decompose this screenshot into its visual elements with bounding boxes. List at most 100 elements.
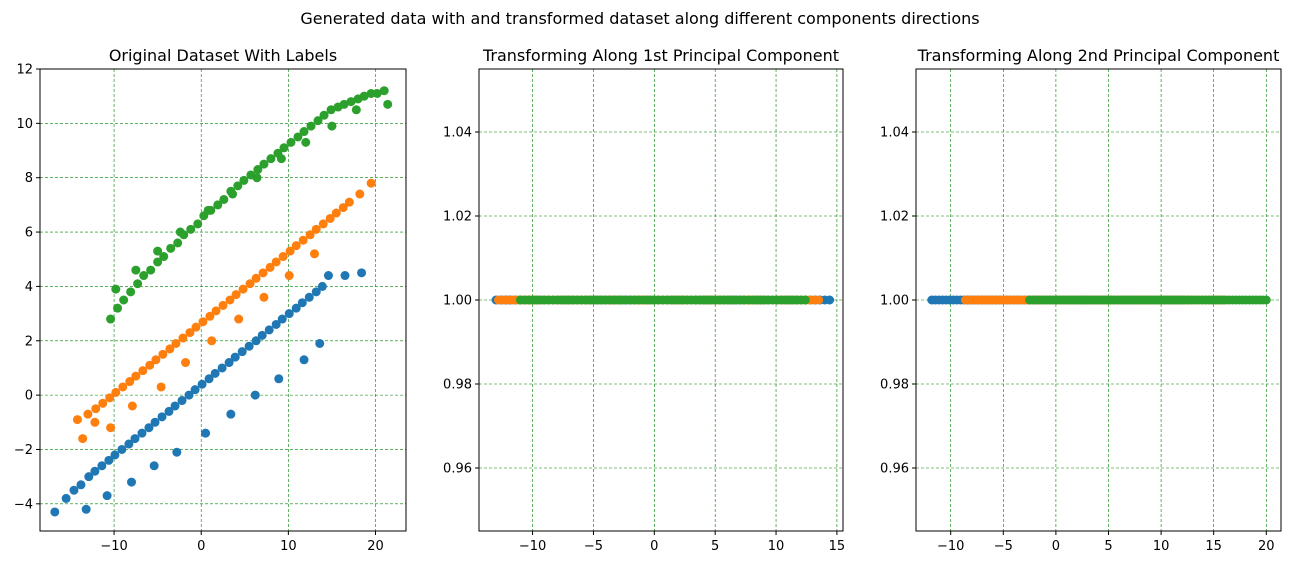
data-point-series-2 bbox=[1261, 295, 1271, 305]
data-point-series-0 bbox=[250, 390, 260, 400]
data-point-series-0 bbox=[323, 271, 333, 281]
data-point-series-2 bbox=[153, 257, 163, 267]
data-point-series-2 bbox=[276, 154, 286, 164]
data-point-series-1 bbox=[238, 284, 248, 294]
data-point-series-0 bbox=[177, 396, 187, 406]
data-point-series-1 bbox=[165, 344, 175, 354]
data-point-series-0 bbox=[357, 268, 367, 278]
data-point-series-1 bbox=[83, 409, 93, 419]
y-tick-label: −4 bbox=[14, 497, 33, 512]
data-point-series-1 bbox=[284, 271, 294, 281]
data-point-series-1 bbox=[285, 246, 295, 256]
data-point-series-0 bbox=[149, 461, 159, 471]
data-point-series-2 bbox=[213, 200, 223, 210]
data-point-series-1 bbox=[178, 333, 188, 343]
data-point-series-2 bbox=[113, 303, 123, 313]
y-tick-label: 0 bbox=[25, 389, 33, 404]
data-point-series-1 bbox=[258, 268, 268, 278]
data-point-series-0 bbox=[230, 352, 240, 362]
data-point-series-2 bbox=[346, 97, 356, 107]
x-tick-label: 15 bbox=[1205, 539, 1222, 554]
data-point-series-2 bbox=[383, 99, 393, 109]
data-point-series-0 bbox=[291, 303, 301, 313]
data-point-series-2 bbox=[193, 219, 203, 229]
data-point-series-0 bbox=[210, 368, 220, 378]
data-point-series-0 bbox=[84, 472, 94, 482]
data-point-series-2 bbox=[327, 121, 337, 131]
data-point-series-1 bbox=[318, 219, 328, 229]
data-point-series-0 bbox=[124, 439, 134, 449]
y-tick-label: 1.04 bbox=[443, 126, 472, 141]
y-tick-label: 8 bbox=[25, 171, 33, 186]
data-point-series-2 bbox=[372, 88, 382, 98]
y-tick-label: 2 bbox=[25, 334, 33, 349]
data-point-series-1 bbox=[78, 434, 88, 444]
x-tick-label: 20 bbox=[1258, 539, 1275, 554]
data-point-series-0 bbox=[257, 330, 267, 340]
panel-original-dataset: −10 0 10 20 −4 −2 0 2 4 6 8 10 12 Original Dataset Wi… bbox=[14, 46, 407, 554]
panel-first-principal-component: −10 −5 0 5 10 15 0.96 0.98 1.00 1.02 1.04 Transform… bbox=[443, 46, 845, 554]
data-point-series-2 bbox=[306, 121, 316, 131]
y-tick-label: 0.98 bbox=[880, 378, 909, 393]
x-tick-label: 0 bbox=[1052, 539, 1060, 554]
data-point-series-2 bbox=[126, 287, 136, 297]
data-point-series-1 bbox=[185, 328, 195, 338]
data-point-series-0 bbox=[130, 434, 140, 444]
y-tick-label: 4 bbox=[25, 280, 33, 295]
x-tick-label: −10 bbox=[519, 539, 546, 554]
data-point-series-2 bbox=[233, 181, 243, 191]
data-point-series-1 bbox=[259, 292, 269, 302]
data-point-series-2 bbox=[253, 165, 263, 175]
data-point-series-1 bbox=[344, 197, 354, 207]
data-point-series-0 bbox=[184, 390, 194, 400]
data-point-series-0 bbox=[274, 374, 284, 384]
data-point-series-0 bbox=[244, 341, 254, 351]
data-point-series-0 bbox=[271, 319, 281, 329]
data-point-series-1 bbox=[125, 377, 135, 387]
data-point-series-0 bbox=[277, 314, 287, 324]
x-tick-label: 5 bbox=[1104, 539, 1112, 554]
data-point-series-0 bbox=[317, 281, 327, 291]
data-point-series-1 bbox=[291, 241, 301, 251]
panel-title: Transforming Along 1st Principal Compone… bbox=[482, 46, 839, 65]
data-point-series-2 bbox=[146, 265, 156, 275]
data-point-series-1 bbox=[156, 382, 166, 392]
data-point-series-2 bbox=[266, 154, 276, 164]
data-point-series-0 bbox=[150, 417, 160, 427]
data-point-series-2 bbox=[239, 175, 249, 185]
data-point-series-2 bbox=[219, 194, 229, 204]
data-point-series-0 bbox=[157, 412, 167, 422]
data-point-series-2 bbox=[111, 284, 121, 294]
data-point-series-0 bbox=[197, 379, 207, 389]
data-point-series-0 bbox=[144, 423, 154, 433]
y-tick-label: 0.96 bbox=[443, 462, 472, 477]
data-point-series-2 bbox=[252, 173, 262, 183]
x-tick-label: −10 bbox=[100, 539, 127, 554]
data-point-series-0 bbox=[340, 271, 350, 281]
data-point-series-1 bbox=[131, 371, 141, 381]
data-point-series-2 bbox=[159, 252, 169, 262]
data-point-series-2 bbox=[259, 159, 269, 169]
data-points bbox=[491, 295, 835, 305]
data-point-series-2 bbox=[351, 105, 361, 115]
panel-second-principal-component: −10 −5 0 5 10 15 20 0.96 0.98 1.00 1.02 1.04 Transfo… bbox=[880, 46, 1282, 554]
data-point-series-1 bbox=[118, 382, 128, 392]
x-tick-label: 10 bbox=[280, 539, 297, 554]
data-point-series-0 bbox=[170, 401, 180, 411]
data-point-series-0 bbox=[311, 287, 321, 297]
data-point-series-1 bbox=[181, 358, 191, 368]
x-tick-label: 0 bbox=[650, 539, 658, 554]
data-point-series-0 bbox=[315, 338, 325, 348]
data-point-series-1 bbox=[331, 208, 341, 218]
data-point-series-2 bbox=[279, 143, 289, 153]
x-tick-label: −5 bbox=[584, 539, 603, 554]
data-points bbox=[927, 295, 1271, 305]
data-point-series-0 bbox=[226, 409, 236, 419]
data-point-series-1 bbox=[198, 317, 208, 327]
data-point-series-2 bbox=[800, 295, 810, 305]
data-point-series-0 bbox=[224, 358, 234, 368]
data-point-series-0 bbox=[264, 325, 274, 335]
x-tick-label: 5 bbox=[711, 539, 719, 554]
data-point-series-2 bbox=[133, 279, 143, 289]
